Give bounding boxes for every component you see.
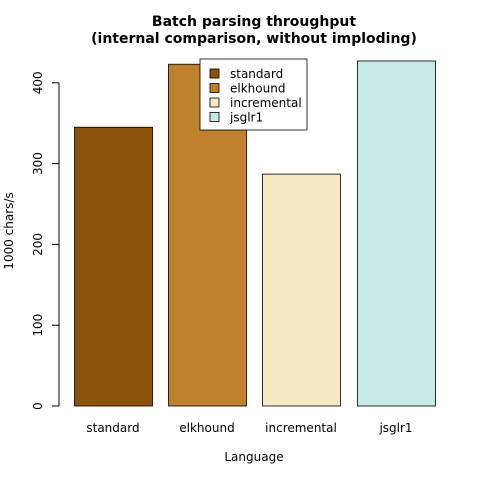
y-tick-label: 100 bbox=[31, 314, 45, 337]
y-tick-label: 400 bbox=[31, 71, 45, 94]
legend-label: jsglr1 bbox=[229, 111, 263, 125]
y-axis-label: 1000 chars/s bbox=[2, 192, 16, 269]
x-tick-label: standard bbox=[86, 421, 139, 435]
legend-label: elkhound bbox=[230, 82, 285, 96]
bar-standard bbox=[74, 126, 153, 407]
legend-swatch bbox=[209, 97, 220, 108]
x-axis-label: Language bbox=[224, 450, 283, 464]
legend-swatch bbox=[209, 68, 220, 79]
legend-swatch bbox=[209, 112, 220, 122]
y-tick-label: 0 bbox=[31, 402, 45, 410]
legend-swatch bbox=[209, 83, 220, 93]
bar-jsglr1 bbox=[357, 60, 436, 407]
y-axis: 0 100 200 300 400 bbox=[31, 71, 60, 410]
legend-label: incremental bbox=[230, 96, 302, 110]
chart-title-line-2: (internal comparison, without imploding) bbox=[91, 31, 417, 47]
legend-label: standard bbox=[230, 67, 283, 81]
x-tick-label: elkhound bbox=[179, 421, 234, 435]
bar-incremental bbox=[262, 173, 341, 407]
x-tick-label: jsglr1 bbox=[378, 421, 412, 435]
y-tick-label: 300 bbox=[31, 152, 45, 175]
x-tick-labels: standard elkhound incremental jsglr1 bbox=[86, 421, 412, 435]
x-tick-label: incremental bbox=[265, 421, 337, 435]
chart-title-line-1: Batch parsing throughput bbox=[152, 14, 356, 30]
y-tick-label: 200 bbox=[31, 233, 45, 256]
